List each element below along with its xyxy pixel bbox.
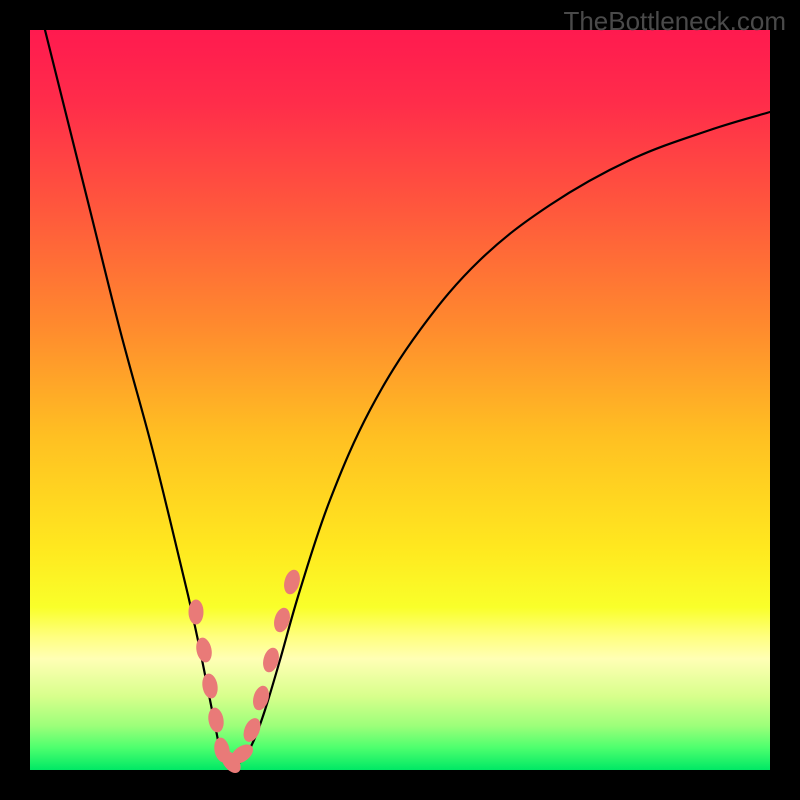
plot-area [30, 30, 770, 770]
bottleneck-curve-svg [30, 30, 770, 770]
data-marker [201, 673, 219, 699]
watermark-text: TheBottleneck.com [563, 6, 786, 37]
bottleneck-curve [45, 30, 770, 766]
data-marker [207, 707, 225, 733]
data-marker [241, 716, 263, 744]
data-marker [189, 600, 203, 624]
data-marker [251, 685, 271, 712]
